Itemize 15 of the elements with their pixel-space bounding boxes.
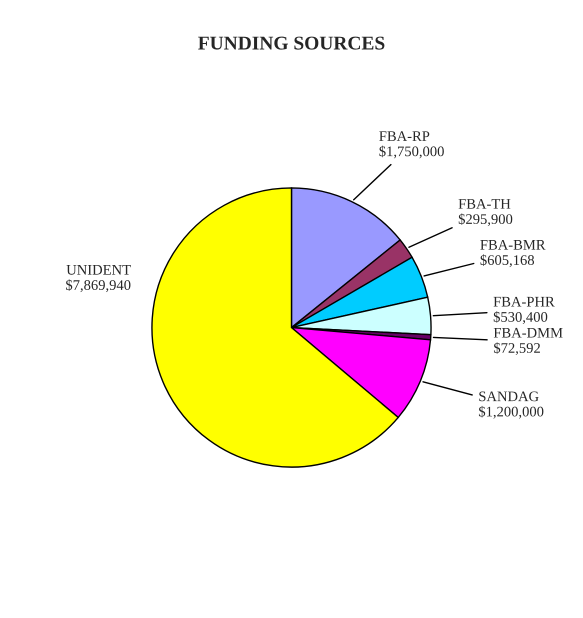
- data-label: $7,869,940: [66, 279, 130, 292]
- slice-label: SANDAG: [479, 391, 539, 402]
- slice-label: FBA-BMR: [480, 240, 546, 250]
- data-label: $605,168: [480, 254, 534, 268]
- slice-label: FBA-RP: [379, 131, 430, 141]
- slice-label: FBA-PHR: [494, 296, 555, 306]
- data-label: $1,200,000: [478, 406, 544, 419]
- slice-label: UNIDENT: [66, 265, 131, 275]
- data-label: $295,900: [458, 213, 512, 226]
- data-label: $72,592: [494, 342, 540, 356]
- slice-label: FBA-DMM: [494, 328, 563, 338]
- data-label: $1,750,000: [379, 146, 444, 158]
- chart-title: FUNDING SOURCES: [198, 36, 384, 50]
- data-label: $530,400: [494, 311, 548, 324]
- slice-label: FBA-TH: [458, 199, 510, 209]
